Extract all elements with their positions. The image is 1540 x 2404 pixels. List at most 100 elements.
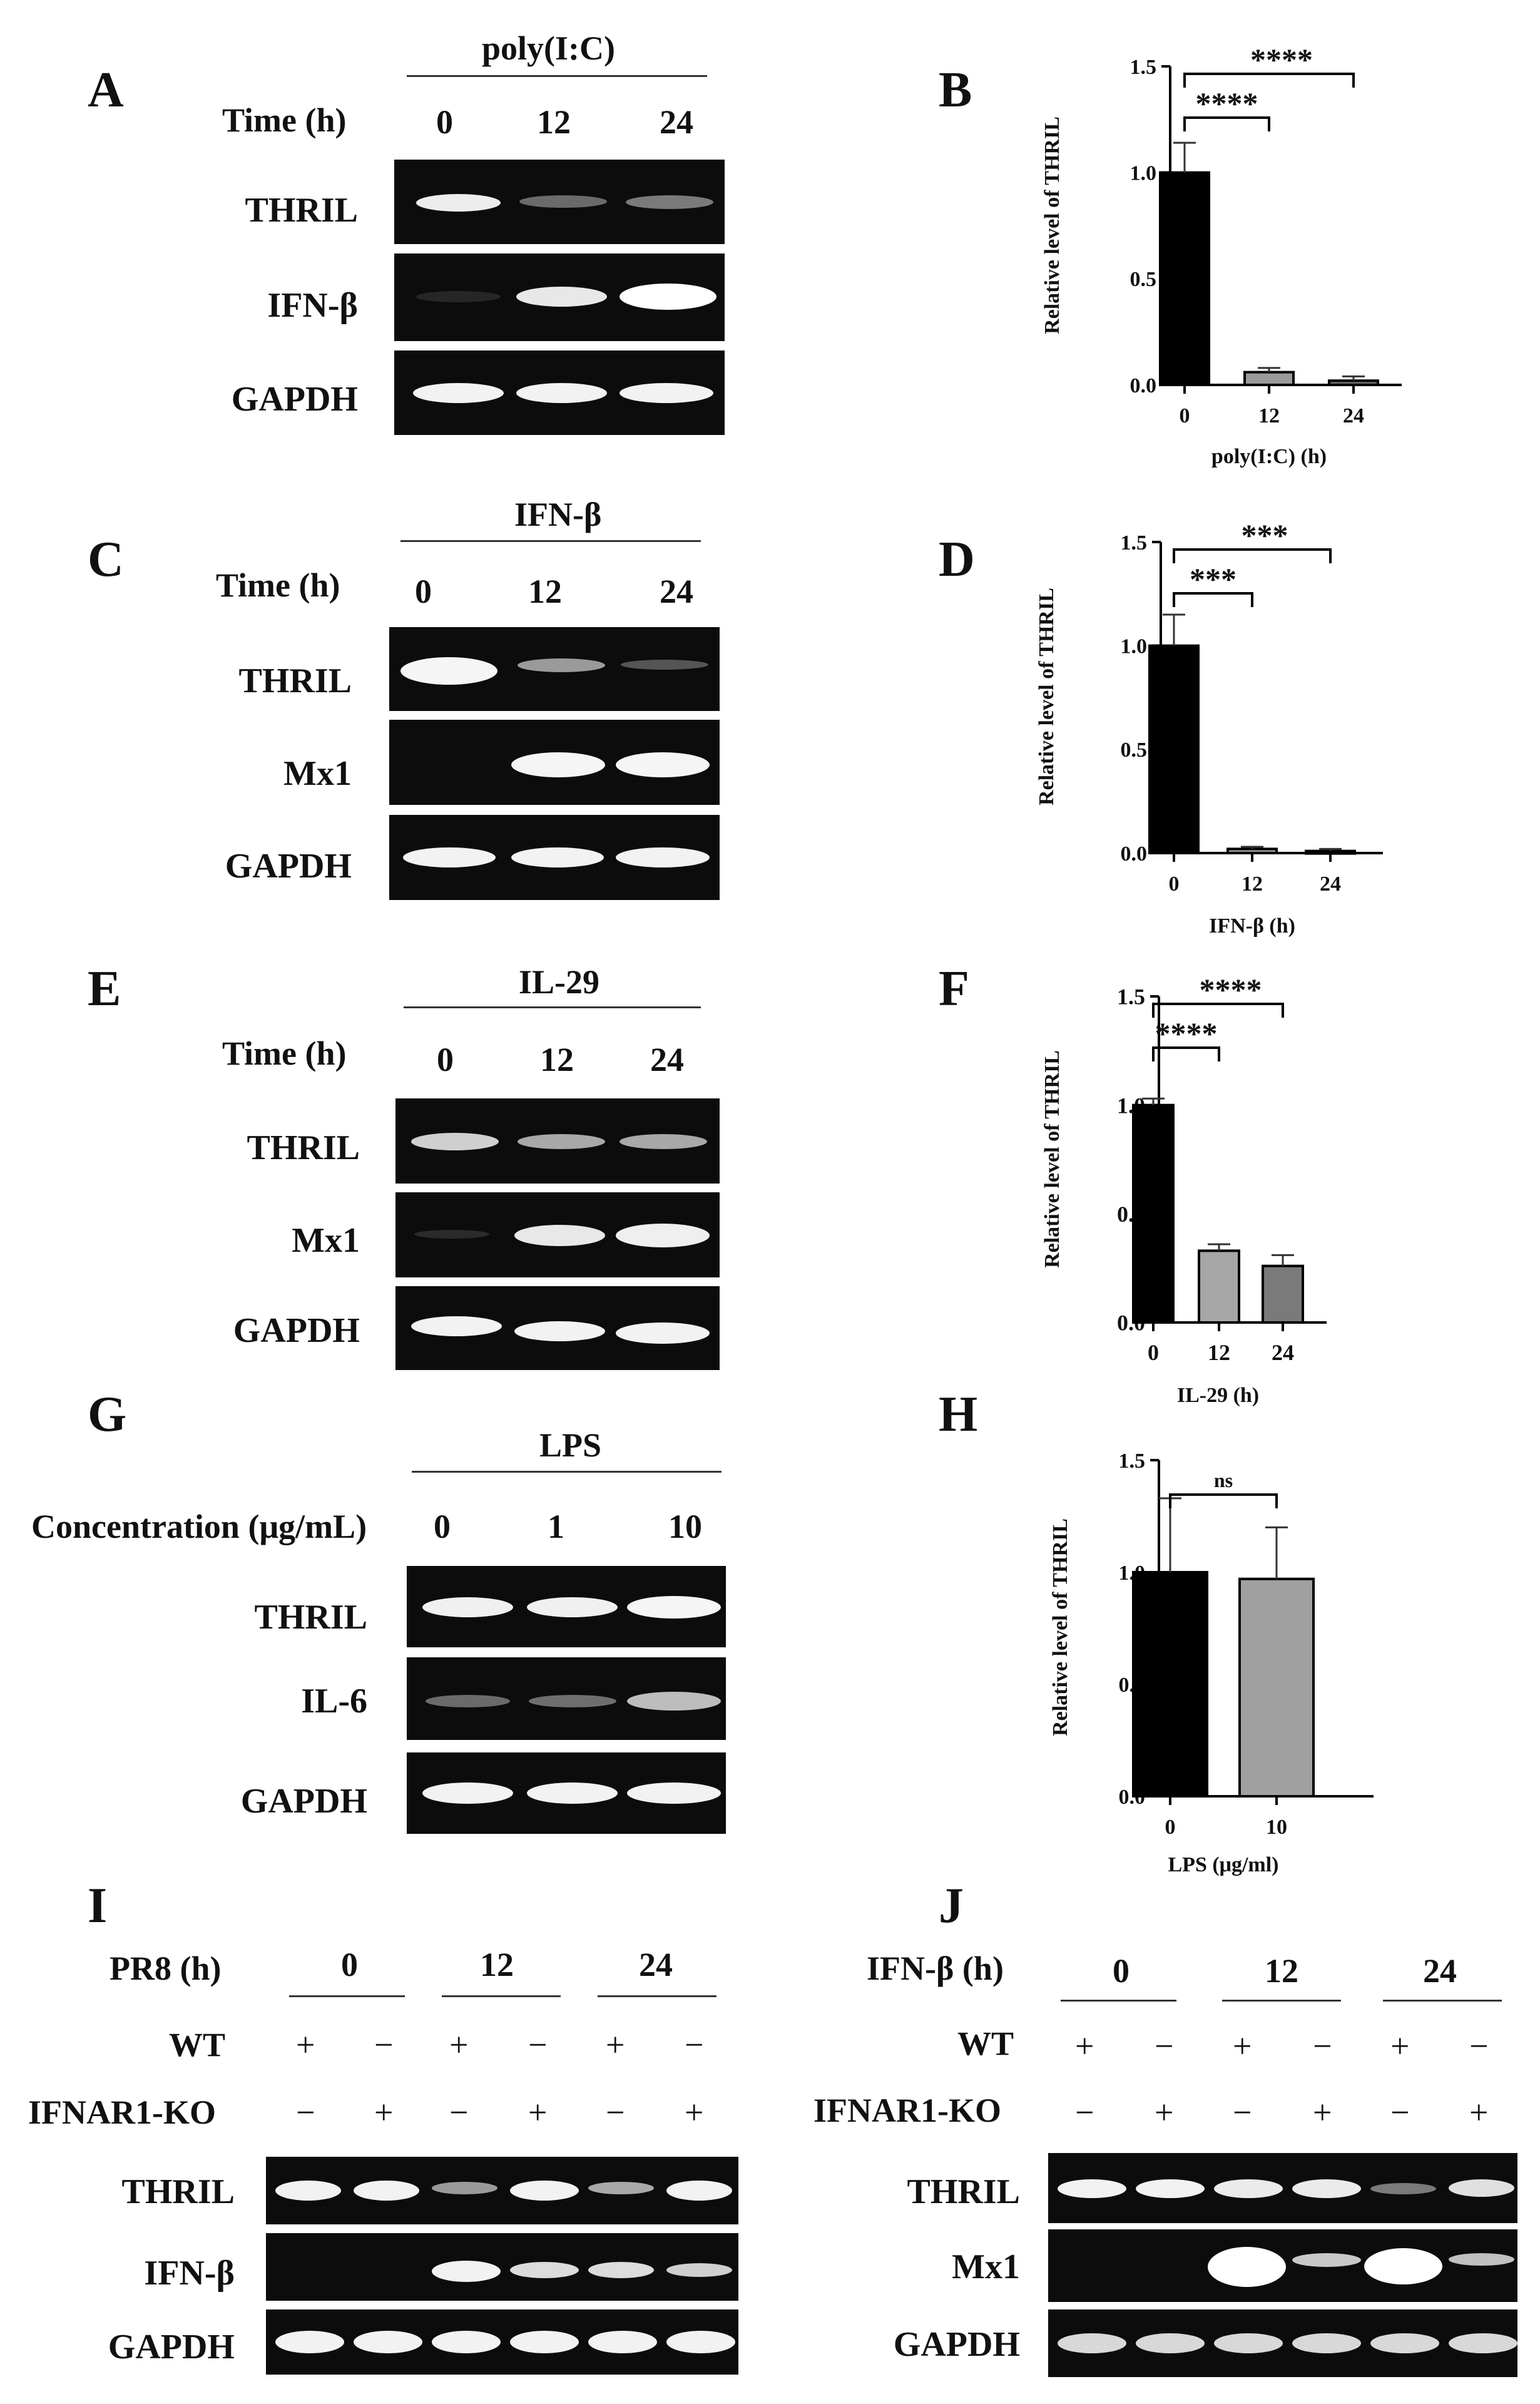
gel-band — [588, 2182, 654, 2194]
wt-sign: − — [1469, 2027, 1489, 2065]
gel-band — [1292, 2179, 1361, 2198]
gel-blot — [407, 1657, 726, 1740]
bar — [1148, 644, 1200, 854]
gel-band — [1214, 2333, 1283, 2353]
lane-label-1: 0 — [434, 1508, 451, 1545]
x-tick-label: 10 — [1266, 1816, 1287, 1839]
lane-label-3: 24 — [660, 103, 693, 141]
x-axis-title: IL-29 (h) — [1177, 1384, 1259, 1407]
x-axis-title: IFN-β (h) — [1209, 914, 1295, 938]
ko-sign: + — [528, 2094, 548, 2131]
treatment-underline — [407, 75, 707, 77]
significance-bracket — [1152, 1046, 1220, 1061]
gel-row-label: THRIL — [247, 1128, 360, 1167]
x-tick-label: 12 — [1258, 404, 1280, 427]
x-tick-label: 12 — [1208, 1340, 1230, 1365]
lane-label-3: 24 — [660, 573, 693, 610]
ko-sign: + — [374, 2094, 394, 2131]
gel-band — [588, 2331, 657, 2353]
bar-chart-f: 0.00.51.01.50 12 24********Relative level … — [1041, 972, 1327, 1407]
gel-band — [616, 847, 710, 867]
gel-row-label: IFN-β — [267, 286, 358, 325]
panel-letter-h: H — [939, 1387, 978, 1442]
gel-blot — [1048, 2229, 1517, 2302]
gel-band — [519, 195, 607, 208]
gel-row-label: THRIL — [907, 2172, 1021, 2211]
group-label-3: 24 — [1423, 1952, 1457, 1990]
significance-bracket — [1183, 73, 1355, 88]
gel-band — [516, 287, 607, 307]
significance-label: ns — [1214, 1469, 1233, 1491]
group-label-1: 0 — [1113, 1952, 1130, 1990]
gel-band — [354, 2331, 422, 2353]
gel-blot — [407, 1752, 726, 1834]
y-tick-label: 1.0 — [1130, 162, 1157, 185]
ko-row-label: IFNAR1-KO — [813, 2092, 1001, 2129]
wt-sign: + — [606, 2026, 625, 2064]
ko-sign: − — [606, 2094, 625, 2131]
gel-band — [416, 194, 501, 212]
x-tick-label: 0 — [1165, 1816, 1176, 1839]
gel-band — [666, 2263, 732, 2277]
gel-row-label: GAPDH — [233, 1311, 360, 1350]
y-axis-title: Relative level of THRIL — [1049, 1518, 1072, 1736]
y-tick-label: 1.0 — [1121, 635, 1148, 658]
x-axis-title: LPS (μg/ml) — [1168, 1853, 1279, 1876]
lane-label-2: 12 — [537, 103, 571, 141]
gel-band — [518, 1134, 605, 1149]
significance-bracket — [1173, 548, 1332, 563]
gel-blot — [394, 253, 725, 341]
panel-letter-i: I — [88, 1878, 108, 1933]
group-underline — [1061, 2000, 1176, 2002]
gel-blot — [1048, 2309, 1517, 2377]
treatment-underline — [412, 1471, 722, 1473]
gel-band — [527, 1783, 618, 1804]
gel-band — [422, 1783, 513, 1804]
gel-band — [627, 1596, 721, 1619]
gel-row-label: THRIL — [245, 191, 359, 230]
treatment-title: IL-29 — [519, 963, 600, 1001]
treatment-underline — [400, 540, 701, 542]
group-underline — [1383, 2000, 1502, 2002]
significance-bracket — [1183, 116, 1270, 131]
gel-blot — [266, 2157, 738, 2224]
y-tick-label: 0.0 — [1130, 374, 1157, 397]
y-axis-title: Relative level of THRIL — [1041, 116, 1064, 334]
lane-label-1: 0 — [437, 1041, 454, 1078]
gel-band — [422, 1597, 513, 1617]
gel-band — [514, 1321, 605, 1341]
gel-band — [616, 1322, 710, 1344]
time-axis-title: Time (h) — [222, 101, 347, 139]
gel-band — [514, 1225, 605, 1246]
wt-sign: − — [1155, 2027, 1174, 2065]
bar — [1226, 847, 1278, 854]
gel-band — [414, 1230, 489, 1239]
gel-band — [666, 2331, 735, 2353]
gel-band — [1208, 2247, 1286, 2287]
gel-band — [1449, 2253, 1514, 2266]
significance-label: *** — [1242, 518, 1288, 553]
gel-band — [432, 2182, 497, 2194]
bar — [1132, 1571, 1208, 1798]
group-label-2: 12 — [480, 1946, 514, 1983]
gel-band — [432, 2261, 501, 2282]
gel-row-label: Mx1 — [952, 2248, 1020, 2286]
bar — [1238, 1577, 1315, 1798]
wt-sign: − — [685, 2026, 704, 2064]
gel-blot — [395, 1192, 720, 1277]
bar — [1198, 1249, 1240, 1324]
gel-band — [511, 847, 604, 867]
significance-bracket — [1173, 592, 1253, 607]
gel-band — [626, 195, 713, 209]
group-underline — [289, 1995, 405, 1997]
ko-sign: − — [1075, 2094, 1094, 2131]
gel-blot — [395, 1286, 720, 1370]
gel-row-label: IFN-β — [144, 2254, 235, 2293]
gel-blot — [266, 2233, 738, 2301]
gel-row-label: Mx1 — [283, 754, 352, 793]
x-tick-label: 0 — [1148, 1340, 1159, 1365]
gel-band — [627, 1783, 721, 1804]
gel-band — [426, 1695, 510, 1707]
